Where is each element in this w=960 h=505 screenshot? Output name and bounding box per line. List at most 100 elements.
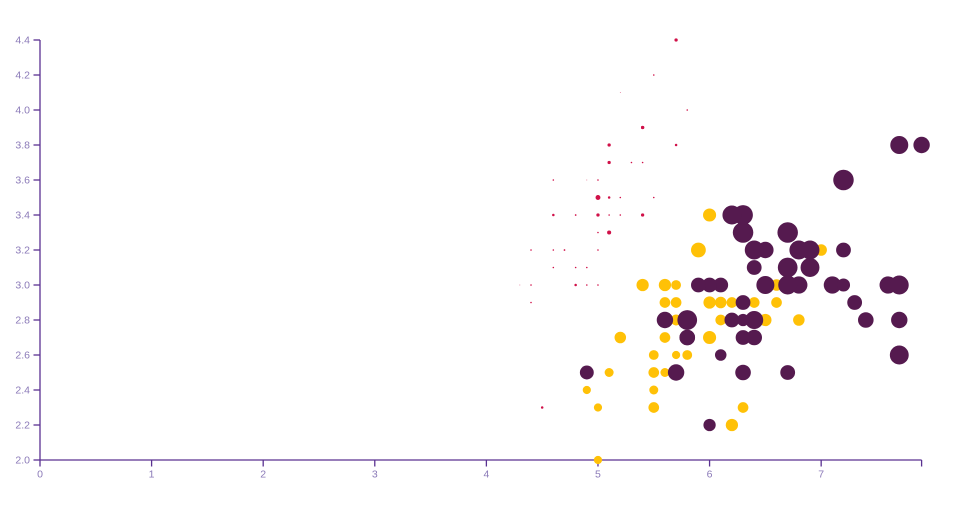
- y-tick-label: 2.8: [15, 315, 30, 327]
- data-point-purple-large: [789, 240, 809, 260]
- data-point-crimson-small: [619, 196, 622, 199]
- data-point-purple-large: [702, 277, 717, 293]
- data-point-gold-medium: [682, 350, 693, 360]
- data-point-purple-large: [579, 365, 594, 380]
- data-point-gold-medium: [604, 368, 614, 377]
- data-point-crimson-small: [552, 179, 555, 181]
- data-point-purple-large: [735, 330, 751, 345]
- data-point-crimson-small: [574, 214, 577, 216]
- data-point-crimson-small: [586, 266, 588, 269]
- data-point-gold-medium: [703, 296, 716, 309]
- data-point-gold-medium: [671, 280, 681, 290]
- data-point-crimson-small: [686, 109, 689, 111]
- y-tick-label: 4.2: [15, 70, 30, 82]
- data-point-crimson-small: [530, 249, 532, 251]
- data-point-purple-large: [736, 313, 750, 327]
- data-point-purple-large: [823, 276, 841, 294]
- data-point-crimson-small: [519, 284, 521, 286]
- data-point-purple-large: [703, 418, 716, 432]
- data-point-purple-large: [833, 169, 854, 191]
- data-point-purple-large: [722, 205, 742, 225]
- data-point-crimson-small: [530, 284, 532, 286]
- data-point-crimson-small: [640, 125, 645, 130]
- x-tick-label: 2: [260, 469, 266, 481]
- data-point-gold-medium: [636, 278, 649, 292]
- data-point-crimson-small: [596, 213, 600, 217]
- data-point-purple-large: [777, 257, 798, 278]
- data-point-purple-large: [757, 276, 774, 294]
- data-point-gold-medium: [649, 385, 658, 395]
- y-tick-label: 3.8: [15, 140, 30, 152]
- data-point-purple-large: [836, 278, 851, 292]
- data-point-purple-large: [724, 312, 740, 328]
- data-point-gold-medium: [659, 279, 671, 291]
- data-point-crimson-small: [608, 214, 610, 216]
- data-point-crimson-small: [574, 283, 577, 287]
- data-point-crimson-small: [540, 406, 544, 409]
- data-point-crimson-small: [674, 38, 678, 42]
- data-point-gold-medium: [691, 242, 706, 258]
- y-tick-label: 4.0: [15, 105, 30, 117]
- data-point-purple-large: [780, 365, 796, 380]
- y-tick-label: 2.2: [15, 420, 30, 432]
- data-point-crimson-small: [530, 301, 532, 304]
- x-tick-label: 3: [372, 469, 378, 481]
- data-point-purple-large: [744, 240, 764, 260]
- data-point-purple-large: [735, 295, 751, 310]
- data-point-crimson-small: [563, 249, 566, 251]
- data-point-crimson-small: [652, 74, 655, 76]
- data-point-gold-medium: [725, 418, 739, 432]
- data-point-gold-medium: [582, 385, 591, 395]
- y-tick-label: 2.0: [15, 455, 30, 467]
- data-point-purple-large: [891, 311, 908, 329]
- y-tick-label: 3.2: [15, 245, 30, 257]
- data-point-gold-medium: [703, 208, 717, 222]
- y-tick-label: 3.0: [15, 280, 30, 292]
- y-tick-label: 4.4: [15, 35, 30, 47]
- data-point-gold-medium: [659, 297, 671, 308]
- data-point-purple-large: [778, 275, 798, 295]
- data-point-purple-large: [732, 222, 754, 243]
- data-point-purple-large: [746, 260, 762, 275]
- data-point-purple-large: [858, 312, 874, 328]
- data-point-gold-medium: [648, 402, 660, 413]
- data-point-gold-medium: [660, 368, 670, 377]
- data-point-crimson-small: [619, 214, 622, 216]
- data-point-gold-medium: [726, 297, 738, 308]
- data-point-purple-large: [691, 277, 706, 293]
- data-point-crimson-small: [607, 196, 611, 199]
- data-point-purple-large: [847, 295, 863, 310]
- data-point-crimson-small: [552, 249, 555, 251]
- data-point-purple-large: [777, 222, 798, 243]
- data-point-crimson-small: [608, 144, 610, 146]
- data-point-crimson-small: [597, 249, 599, 251]
- data-point-gold-medium: [593, 403, 603, 412]
- data-point-purple-large: [889, 345, 909, 365]
- x-tick-label: 5: [595, 469, 601, 481]
- y-tick-label: 2.4: [15, 385, 30, 397]
- data-point-gold-medium: [659, 332, 671, 343]
- data-point-purple-large: [746, 329, 763, 346]
- data-point-purple-large: [667, 364, 685, 381]
- data-point-crimson-small: [552, 266, 555, 269]
- data-point-purple-large: [679, 329, 696, 346]
- y-tick-label: 3.6: [15, 175, 30, 187]
- x-tick-label: 0: [37, 469, 43, 481]
- data-point-crimson-small: [652, 196, 655, 199]
- data-point-gold-medium: [670, 297, 682, 308]
- data-point-crimson-small: [586, 179, 588, 181]
- data-point-crimson-small: [595, 195, 601, 200]
- data-point-purple-large: [913, 136, 930, 154]
- y-tick-label: 3.4: [15, 210, 30, 222]
- data-point-gold-medium: [737, 402, 749, 413]
- data-point-purple-large: [656, 311, 674, 329]
- data-point-purple-large: [800, 258, 820, 277]
- data-point-gold-medium: [671, 350, 681, 360]
- data-point-crimson-small: [552, 213, 555, 217]
- data-point-crimson-small: [619, 92, 621, 93]
- data-point-crimson-small: [597, 179, 599, 181]
- data-point-purple-large: [890, 136, 909, 154]
- x-tick-label: 4: [483, 469, 489, 481]
- data-point-crimson-small: [607, 230, 612, 235]
